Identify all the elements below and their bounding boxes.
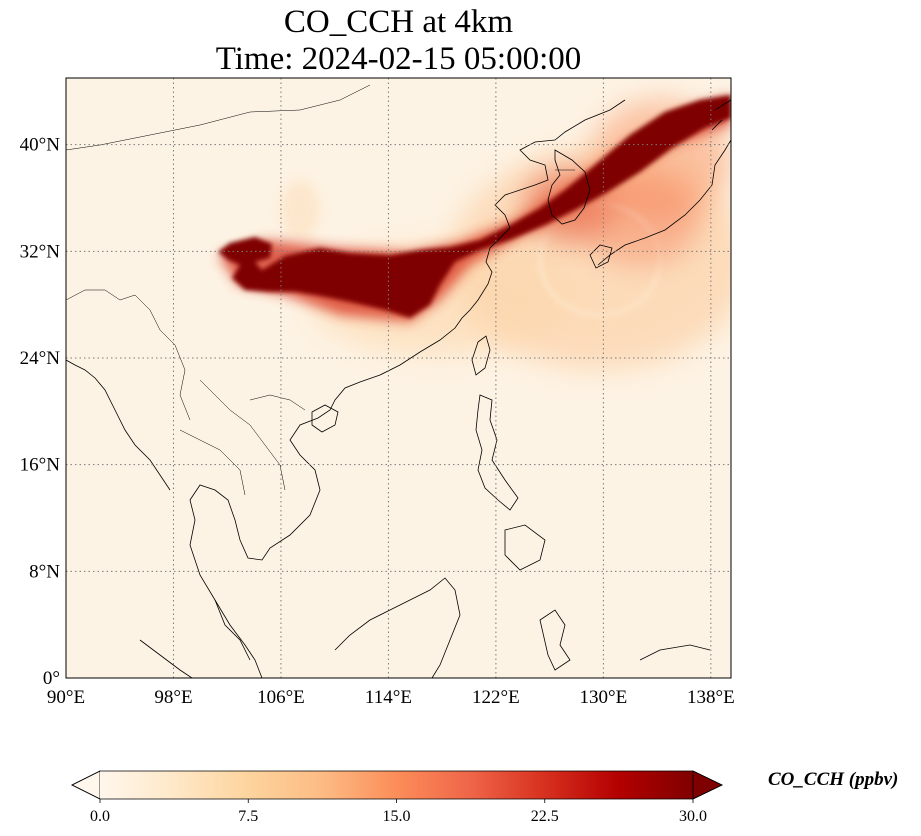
colorbar-tick-label: 15.0 [383,808,411,825]
borders [66,84,575,496]
title-line-1: CO_CCH at 4km [283,4,514,40]
lon-tick-label: 98°E [154,687,192,708]
colorbar-tick-label: 22.5 [531,808,559,825]
lat-tick-labels: 0° 8°N 16°N 24°N 32°N 40°N [20,135,61,689]
colorbar: 0.0 7.5 15.0 22.5 30.0 [71,770,723,825]
lat-tick-label: 24°N [20,348,61,369]
bay-of-bengal-coast [66,359,171,491]
hainan-outline [311,404,339,433]
sulawesi-outline [539,609,571,671]
border-thailand [179,429,246,496]
borneo-outline [334,577,461,678]
lon-tick-label: 90°E [47,687,85,708]
lon-tick-labels: 90°E 98°E 106°E 114°E 122°E 130°E 138°E [47,687,735,708]
malay-outline [214,599,251,661]
lon-tick-label: 114°E [365,687,412,708]
hokkaido-outline [711,99,731,131]
lat-tick-label: 32°N [20,241,61,262]
colorbar-extend-max [692,770,723,800]
colorbar-tick-label: 7.5 [238,808,258,825]
border-vietnam [249,394,306,411]
japan-outline [597,139,731,266]
colorbar-tick-label: 30.0 [679,808,707,825]
mindanao-outline [504,524,546,571]
lon-tick-label: 130°E [580,687,628,708]
east-asia-coastline [189,247,493,678]
colorbar-gradient [100,771,693,799]
north-china-coastline [489,99,626,249]
border-laos [199,379,286,491]
map-frame [65,77,732,679]
philippines-outline [475,394,519,511]
lon-tick-label: 106°E [257,687,305,708]
lat-tick-label: 16°N [20,455,61,476]
sumatra-outline [139,639,193,678]
haze-faint-west [280,180,320,240]
lon-tick-label: 138°E [687,687,735,708]
kyushu-outline [589,244,613,269]
korea-outline [547,149,591,225]
colorbar-tick-label: 0.0 [90,808,110,825]
plume-core [218,95,731,318]
colorbar-label: CO_CCH (ppbv) [768,769,899,790]
lat-tick-label: 40°N [20,135,61,156]
plot-title: CO_CCH at 4km Time: 2024-02-15 05:00:00 [66,4,731,78]
colorbar-ticks: 0.0 7.5 15.0 22.5 30.0 [90,799,707,825]
border-myanmar [104,289,191,421]
colorbar-extend-min [71,770,101,800]
haze-japan [580,175,700,265]
gridlines [66,78,731,678]
coastlines [66,99,731,678]
concentration-field [218,95,731,370]
new-guinea-outline [639,644,711,661]
lat-tick-label: 0° [43,668,60,689]
lon-tick-label: 122°E [472,687,520,708]
taiwan-outline [471,335,491,376]
border-himalaya [66,289,105,301]
border-china-north [66,84,371,151]
title-line-2: Time: 2024-02-15 05:00:00 [215,41,582,77]
lat-tick-label: 8°N [29,561,60,582]
